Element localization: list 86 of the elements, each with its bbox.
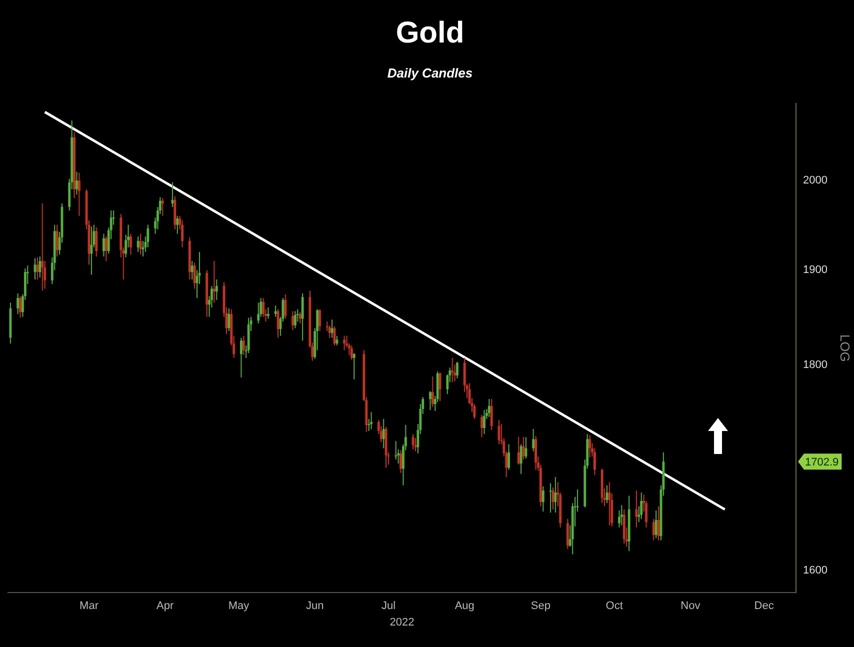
candlestick: [328, 324, 331, 338]
chart-title: Gold: [396, 16, 464, 50]
candlestick: [517, 436, 520, 466]
text: 1702.9: [805, 456, 839, 469]
candlestick: [394, 440, 398, 460]
candlestick: [620, 504, 623, 526]
candlestick: [136, 236, 140, 252]
x-tick-label: Apr: [156, 600, 174, 612]
candlestick: [95, 226, 98, 257]
y-axis-title: LOG: [838, 334, 853, 362]
candlestick: [176, 215, 179, 234]
candlestick: [298, 312, 302, 324]
candlestick: [654, 510, 658, 539]
chart-subtitle: Daily Candles: [387, 65, 473, 80]
candlestick: [370, 411, 373, 430]
candlestick: [400, 450, 402, 474]
x-tick-label: Oct: [606, 600, 623, 612]
candlestick: [56, 224, 58, 257]
candlestick: [438, 372, 442, 402]
candlestick: [480, 414, 483, 438]
x-tick-label: May: [228, 600, 250, 612]
x-tick-label: Jul: [381, 600, 396, 612]
candlestick: [588, 434, 591, 458]
x-tick-label: Jun: [306, 600, 324, 612]
candlestick: [456, 361, 458, 379]
candlestick: [193, 262, 196, 290]
candlestick: [431, 376, 434, 408]
candlestick: [38, 256, 42, 278]
candlestick: [534, 436, 537, 470]
candlestick: [284, 294, 287, 320]
x-axis-title: 2022: [390, 616, 414, 628]
candlestick: [130, 233, 132, 256]
candlestick: [190, 260, 194, 280]
candlestick: [242, 335, 245, 356]
candlestick: [352, 352, 356, 380]
y-tick-label: 1900: [803, 264, 828, 276]
candlestick: [336, 335, 338, 346]
candlestick: [451, 357, 454, 383]
candlestick: [554, 476, 557, 514]
candlestick: [294, 310, 296, 329]
candlestick: [274, 305, 277, 318]
candlestick: [532, 428, 535, 452]
candlestick: [139, 233, 142, 256]
candlestick: [566, 518, 569, 550]
x-tick-label: Dec: [754, 600, 774, 612]
candlestick: [343, 335, 346, 351]
candlestick: [16, 292, 20, 314]
y-tick-label: 1600: [803, 564, 828, 577]
candlestick: [104, 236, 108, 262]
candlestick: [301, 292, 304, 342]
candlestick: [78, 172, 80, 216]
candlestick: [215, 278, 218, 300]
candlestick: [257, 302, 260, 324]
x-tick-label: Mar: [80, 600, 99, 612]
candlestick: [640, 492, 643, 520]
candlestick: [542, 486, 544, 512]
candlestick: [161, 198, 164, 216]
candlestick: [19, 296, 22, 318]
candlestick: [292, 310, 294, 331]
candlestick: [76, 171, 78, 196]
y-tick-label: 1800: [803, 358, 828, 371]
y-tick-label: 2000: [803, 174, 828, 187]
candlestick: [382, 418, 385, 449]
candlestick: [483, 409, 486, 435]
candlestick: [213, 260, 216, 304]
x-tick-label: Aug: [454, 600, 474, 612]
candlestick: [41, 202, 44, 292]
candlestick: [181, 220, 184, 248]
candlestick: [652, 518, 655, 541]
candlestick: [520, 444, 522, 474]
candlestick: [635, 490, 638, 528]
candlestick: [102, 233, 105, 257]
candlestick: [508, 444, 510, 470]
candlestick: [240, 337, 242, 378]
x-tick-label: Nov: [680, 600, 701, 612]
candlestick: [228, 308, 230, 332]
candlestick: [267, 306, 270, 320]
candlestick: [608, 482, 611, 526]
candlestick: [429, 390, 432, 410]
x-tick-label: Sep: [530, 600, 550, 612]
candlestick: [490, 398, 493, 431]
candlestick: [318, 308, 321, 332]
candlestick: [488, 398, 490, 418]
candlestick: [350, 344, 353, 360]
candlestick: [146, 224, 150, 248]
candlestick: [262, 298, 264, 318]
